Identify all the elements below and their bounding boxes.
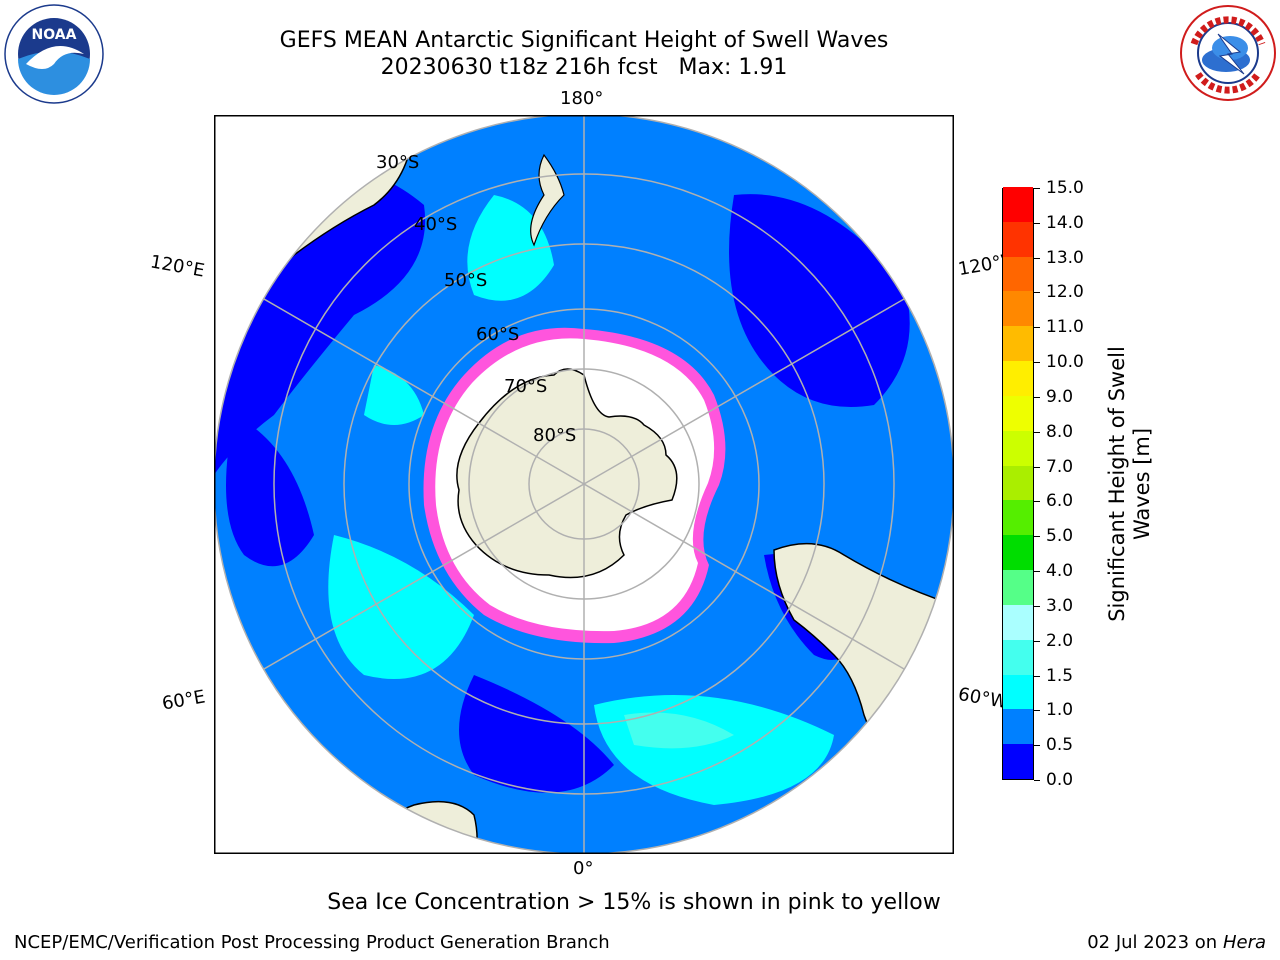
colorbar-tick-label: 2.0: [1046, 630, 1074, 651]
polar-map: [214, 115, 954, 854]
colorbar-tick-label: 1.5: [1046, 665, 1074, 686]
graticule: [214, 115, 954, 854]
lat-label-70s: 70°S: [504, 376, 548, 397]
colorbar-tick-label: 10.0: [1046, 352, 1084, 373]
colorbar-tick-label: 14.0: [1046, 212, 1084, 233]
footer-host: Hera: [1222, 932, 1266, 953]
colorbar: [1002, 186, 1034, 780]
colorbar-tick-label: 3.0: [1046, 595, 1074, 616]
colorbar-tick-label: 15.0: [1046, 178, 1084, 198]
colorbar-tick-label: 8.0: [1046, 421, 1074, 442]
colorbar-segment: [1003, 325, 1033, 362]
colorbar-segment: [1003, 395, 1033, 431]
lon-label-0: 0°: [573, 858, 594, 879]
nws-logo-icon: [1180, 5, 1276, 101]
colorbar-segment: [1003, 743, 1033, 779]
colorbar-tick-mark: [1034, 640, 1040, 642]
colorbar-segment: [1003, 569, 1033, 605]
lat-label-30s: 30°S: [376, 152, 420, 173]
colorbar-segment: [1003, 186, 1033, 222]
colorbar-tick-mark: [1034, 362, 1040, 364]
colorbar-tick-label: 1.0: [1046, 700, 1074, 721]
chart-subtitle: 20230630 t18z 216h fcst Max: 1.91: [380, 55, 788, 80]
colorbar-tick-mark: [1034, 780, 1040, 781]
noaa-logo-icon: NOAA: [4, 4, 104, 104]
footer-date-text: 02 Jul 2023 on: [1087, 932, 1223, 953]
colorbar-tick-label: 11.0: [1046, 317, 1084, 338]
colorbar-tick-label: 0.0: [1046, 770, 1074, 790]
colorbar-segment: [1003, 534, 1033, 571]
colorbar-segment: [1003, 465, 1033, 501]
lon-label-180: 180°: [560, 88, 604, 109]
colorbar-tick-mark: [1034, 292, 1040, 294]
colorbar-tick-mark: [1034, 188, 1040, 189]
lat-label-50s: 50°S: [444, 270, 488, 291]
colorbar-label-line2: Waves [m]: [1130, 427, 1154, 541]
colorbar-tick-label: 7.0: [1046, 456, 1074, 477]
lat-label-40s: 40°S: [414, 214, 458, 235]
colorbar-segment: [1003, 639, 1033, 675]
colorbar-segment: [1003, 360, 1033, 396]
colorbar-label: Significant Height of Swell Waves [m]: [1105, 346, 1155, 622]
colorbar-tick-label: 6.0: [1046, 491, 1074, 512]
colorbar-tick-mark: [1034, 501, 1040, 503]
chart-title: GEFS MEAN Antarctic Significant Height o…: [279, 28, 889, 53]
colorbar-segment: [1003, 604, 1033, 640]
noaa-logo-text: NOAA: [32, 27, 77, 43]
colorbar-tick-label: 5.0: [1046, 526, 1074, 547]
colorbar-label-line1: Significant Height of Swell: [1105, 346, 1129, 622]
colorbar-tick-label: 4.0: [1046, 561, 1074, 582]
colorbar-tick-mark: [1034, 536, 1040, 538]
sea-ice-note: Sea Ice Concentration > 15% is shown in …: [327, 890, 941, 915]
colorbar-tick-label: 12.0: [1046, 282, 1084, 303]
colorbar-tick-mark: [1034, 396, 1040, 398]
colorbar-tick-mark: [1034, 222, 1040, 224]
colorbar-tick-mark: [1034, 466, 1040, 468]
colorbar-tick-label: 9.0: [1046, 386, 1074, 407]
colorbar-tick-label: 13.0: [1046, 247, 1084, 268]
map-frame: [214, 115, 954, 854]
new-zealand-land: [530, 153, 565, 247]
colorbar-tick-mark: [1034, 605, 1040, 607]
colorbar-tick-mark: [1034, 710, 1040, 712]
footer-date: 02 Jul 2023 on Hera: [1087, 932, 1266, 953]
colorbar-tick-mark: [1034, 257, 1040, 259]
colorbar-tick-mark: [1034, 675, 1040, 677]
lon-label-60e: 60°E: [160, 686, 207, 715]
colorbar-segment: [1003, 674, 1033, 710]
colorbar-segment: [1003, 430, 1033, 466]
footer-credit: NCEP/EMC/Verification Post Processing Pr…: [14, 932, 610, 953]
colorbar-tick-mark: [1034, 327, 1040, 329]
lon-label-120e: 120°E: [148, 251, 207, 282]
colorbar-segment: [1003, 290, 1033, 327]
colorbar-tick-mark: [1034, 571, 1040, 573]
lat-label-60s: 60°S: [476, 324, 520, 345]
colorbar-tick-label: 0.5: [1046, 735, 1074, 756]
lat-label-80s: 80°S: [533, 425, 577, 446]
colorbar-segment: [1003, 499, 1033, 536]
colorbar-segment: [1003, 221, 1033, 257]
colorbar-tick-mark: [1034, 745, 1040, 747]
colorbar-segment: [1003, 256, 1033, 292]
colorbar-segment: [1003, 708, 1033, 745]
colorbar-tick-mark: [1034, 431, 1040, 433]
